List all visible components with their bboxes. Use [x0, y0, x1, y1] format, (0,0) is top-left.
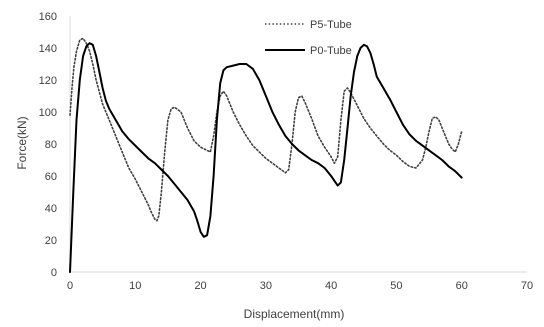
x-tick-label: 0 [67, 280, 73, 292]
axes [69, 16, 527, 273]
legend-label-p5-tube: P5-Tube [310, 19, 352, 31]
y-tick-label: 60 [45, 171, 57, 183]
series-line-p5-tube [69, 37, 463, 222]
legend: P5-Tube P0-Tube [265, 19, 352, 57]
x-tick-label: 10 [129, 280, 141, 292]
y-tick-label: 20 [45, 235, 57, 247]
x-tick-label: 70 [521, 280, 533, 292]
y-tick-label: 0 [51, 267, 57, 279]
y-tick-label: 40 [45, 203, 57, 215]
x-tick-label: 30 [260, 280, 272, 292]
x-axis-title: Displacement(mm) [244, 307, 345, 321]
y-axis-title: Force(kN) [15, 116, 29, 169]
y-tick-label: 160 [39, 11, 57, 23]
series-line-p0-tube [69, 42, 463, 273]
x-tick-label: 60 [456, 280, 468, 292]
y-tick-label: 140 [39, 43, 57, 55]
series-lines [69, 37, 463, 273]
tick-labels: 0 10 20 30 40 50 60 70 0 20 40 60 80 100 120 140 160 [39, 11, 533, 292]
legend-label-p0-tube: P0-Tube [310, 45, 352, 57]
x-tick-label: 50 [390, 280, 402, 292]
x-tick-label: 20 [194, 280, 206, 292]
y-tick-label: 80 [45, 139, 57, 151]
y-tick-label: 100 [39, 107, 57, 119]
x-tick-label: 40 [325, 280, 337, 292]
y-tick-label: 120 [39, 75, 57, 87]
